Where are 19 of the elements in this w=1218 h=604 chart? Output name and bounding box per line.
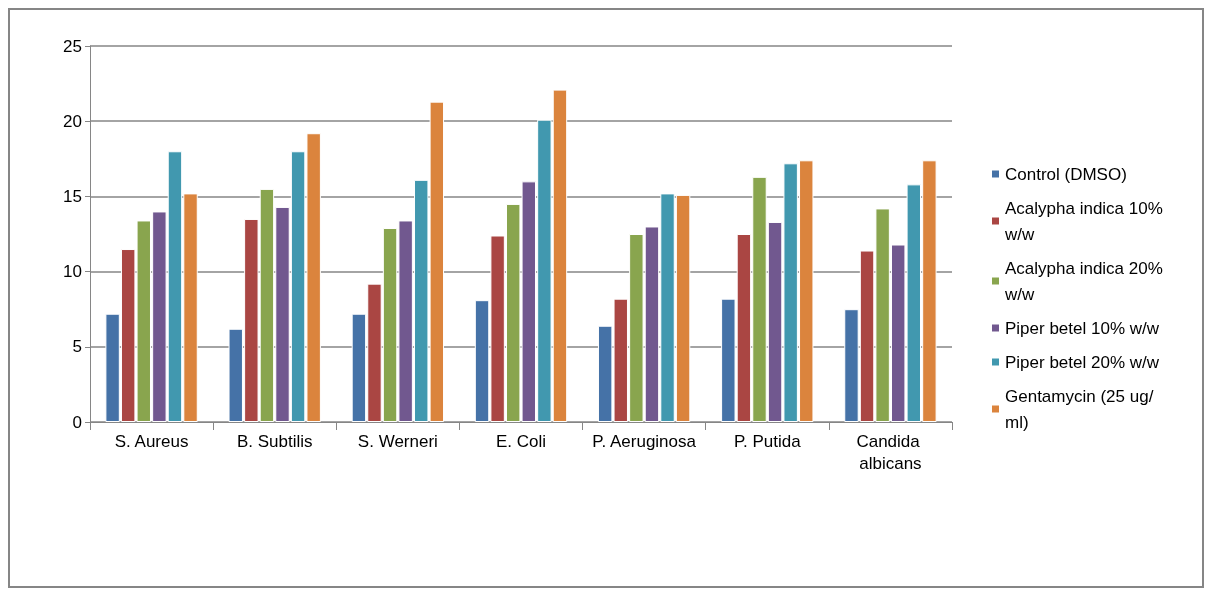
legend-label: Acalypha indica 10% w/w: [1004, 198, 1168, 244]
y-tick-label: 20: [63, 111, 82, 131]
x-tick-label: Candida albicans: [856, 431, 925, 473]
legend-label: Piper betel 10% w/w: [1005, 318, 1160, 338]
legend-label: Piper betel 20% w/w: [1005, 352, 1160, 372]
y-tick-label: 10: [63, 262, 82, 282]
x-tick-label: S. Werneri: [357, 431, 438, 451]
y-tick-label: 0: [72, 412, 82, 432]
x-tick-label: P. Putida: [733, 431, 802, 451]
legend-label: Acalypha indica 20% w/w: [1004, 258, 1168, 304]
y-tick-label: 5: [72, 337, 82, 357]
x-tick-label: E. Coli: [495, 431, 547, 451]
x-tick-label: P. Aeruginosa: [592, 431, 697, 451]
x-tick-label: B. Subtilis: [236, 431, 313, 451]
y-tick-label: 25: [63, 36, 82, 56]
y-tick-label: 15: [63, 186, 82, 206]
legend-label: Control (DMSO): [1005, 164, 1127, 184]
x-tick-label: S. Aureus: [114, 431, 189, 451]
legend-label: Gentamycin (25 ug/ml): [1005, 386, 1154, 432]
